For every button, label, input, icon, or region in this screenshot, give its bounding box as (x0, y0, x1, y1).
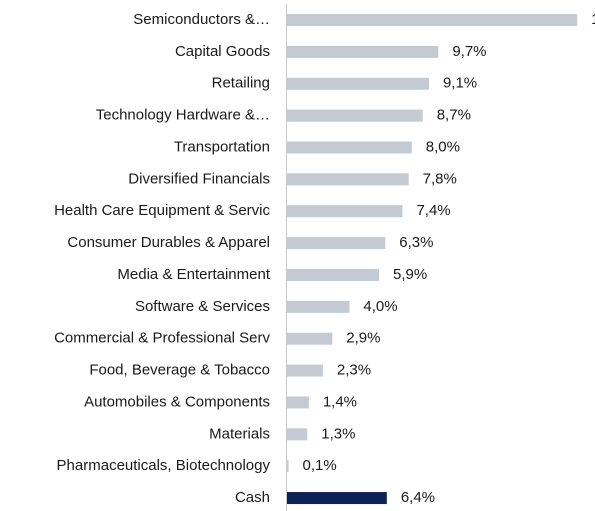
category-label: Technology Hardware &… (96, 107, 270, 124)
value-label: 8,7% (437, 107, 471, 124)
value-label: 6,4% (401, 489, 435, 506)
value-label: 8,0% (426, 138, 460, 155)
category-label: Commercial & Professional Serv (54, 330, 270, 347)
value-label: 4,0% (363, 298, 397, 315)
category-label: Capital Goods (175, 43, 270, 60)
category-label: Semiconductors &… (133, 11, 270, 28)
value-label: 2,3% (337, 362, 371, 379)
category-label: Pharmaceuticals, Biotechnology (57, 457, 271, 474)
bar (287, 14, 578, 26)
category-label: Materials (209, 425, 270, 442)
value-label: 7,4% (416, 202, 450, 219)
value-label: 9,7% (452, 43, 486, 60)
category-label: Automobiles & Components (84, 393, 270, 410)
bar (287, 268, 380, 281)
bar (287, 332, 333, 345)
bar (287, 173, 409, 186)
category-label: Health Care Equipment & Servic (54, 202, 270, 219)
bar (287, 237, 386, 250)
bar (287, 205, 403, 218)
bar (287, 300, 350, 313)
category-label: Cash (235, 489, 270, 506)
bar (287, 109, 423, 122)
bar (287, 141, 412, 154)
bar (287, 396, 309, 409)
bar (287, 460, 289, 473)
category-label: Consumer Durables & Apparel (67, 234, 270, 251)
value-label: 18,6% (591, 11, 595, 28)
value-label: 7,8% (423, 170, 457, 187)
category-label: Software & Services (135, 298, 270, 315)
bar (287, 77, 429, 90)
category-label: Diversified Financials (128, 170, 270, 187)
bar (287, 45, 439, 58)
category-label: Food, Beverage & Tobacco (89, 362, 270, 379)
value-label: 1,3% (321, 425, 355, 442)
value-label: 2,9% (346, 330, 380, 347)
value-label: 1,4% (323, 393, 357, 410)
value-label: 9,1% (443, 75, 477, 92)
value-label: 6,3% (399, 234, 433, 251)
bar (287, 428, 308, 441)
bar (287, 364, 323, 377)
category-label: Retailing (212, 75, 270, 92)
bar (287, 492, 387, 505)
value-label: 5,9% (393, 266, 427, 283)
category-label: Transportation (174, 138, 270, 155)
value-label: 0,1% (303, 457, 337, 474)
category-label: Media & Entertainment (117, 266, 270, 283)
